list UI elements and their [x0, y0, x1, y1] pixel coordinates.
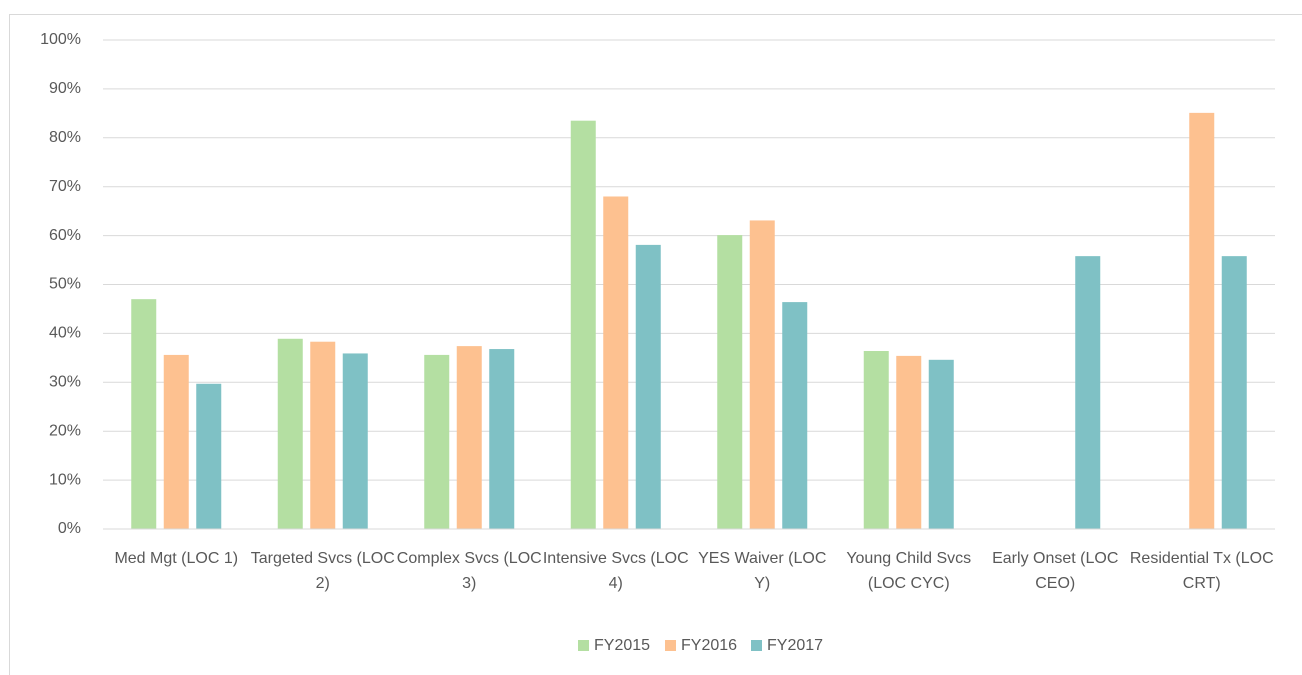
bar [456, 346, 482, 529]
bar [717, 235, 743, 529]
bar [863, 351, 889, 529]
x-tick-label: Med Mgt (LOC 1) [114, 550, 239, 567]
bar [749, 220, 775, 530]
legend-label: FY2017 [767, 637, 823, 654]
bar [489, 349, 515, 529]
y-tick-label: 20% [49, 422, 81, 439]
y-tick-label: 80% [49, 129, 81, 146]
y-tick-label: 10% [49, 471, 81, 488]
bar [1221, 256, 1247, 529]
y-tick-label: 0% [58, 520, 81, 537]
bar [570, 120, 596, 529]
legend-swatch [665, 640, 676, 651]
legend-label: FY2016 [681, 637, 737, 654]
bar [1189, 112, 1215, 530]
y-tick-label: 60% [49, 227, 81, 244]
y-tick-label: 50% [49, 276, 81, 293]
bar [277, 338, 303, 529]
y-tick-label: 40% [49, 325, 81, 342]
y-tick-label: 30% [49, 374, 81, 391]
bar [928, 359, 954, 529]
legend-swatch [751, 640, 762, 651]
legend-label: FY2015 [594, 637, 650, 654]
bar [196, 383, 222, 529]
bar [603, 196, 629, 530]
y-tick-label: 90% [49, 80, 81, 97]
y-tick-label: 70% [49, 178, 81, 195]
bar [896, 355, 922, 529]
bar [342, 353, 368, 529]
bar [163, 354, 189, 529]
bar [131, 299, 157, 529]
y-tick-label: 100% [40, 31, 81, 48]
x-tick-label: YES Waiver (LOC Y) [698, 550, 827, 592]
x-tick-label: Targeted Svcs (LOC 2) [250, 550, 395, 592]
bar [782, 302, 808, 529]
bar [424, 354, 450, 529]
x-tick-label: Young Child Svcs (LOC CYC) [846, 550, 972, 592]
x-tick-label: Residential Tx (LOC CRT) [1129, 550, 1274, 592]
legend-swatch [578, 640, 589, 651]
bar [310, 341, 336, 529]
bar [635, 244, 661, 530]
x-tick-label: Early Onset (LOC CEO) [992, 550, 1119, 592]
x-tick-label: Intensive Svcs (LOC 4) [542, 550, 689, 592]
x-tick-label: Complex Svcs (LOC 3) [396, 550, 542, 592]
bar [1075, 256, 1101, 529]
